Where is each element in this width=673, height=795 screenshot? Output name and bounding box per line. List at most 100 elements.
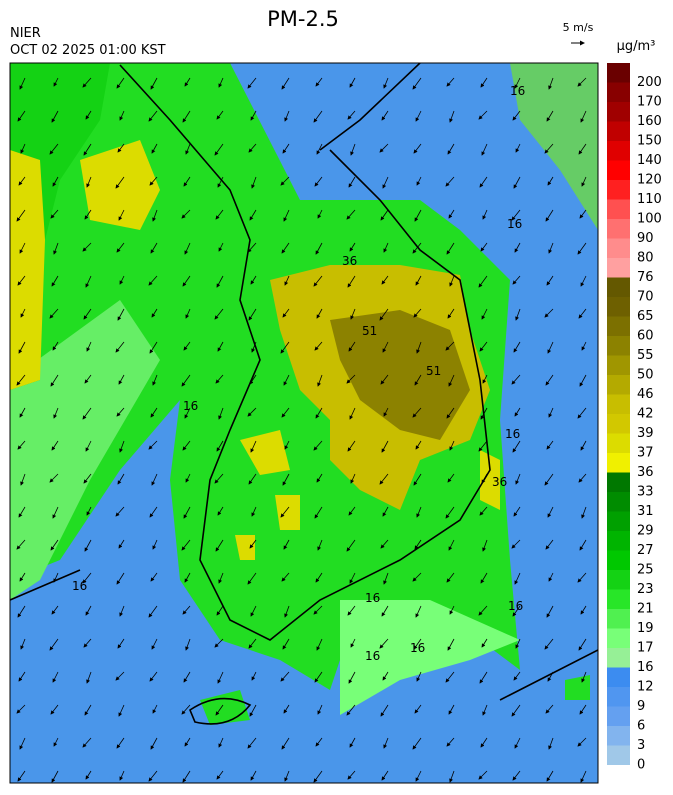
wind-arrow [19, 242, 26, 254]
wind-arrow [86, 671, 92, 684]
colorbar-label: 140 [637, 153, 662, 168]
wind-arrow [181, 704, 191, 715]
wind-arrow [313, 605, 323, 615]
wind-arrow [83, 143, 92, 156]
wind-arrow [348, 506, 356, 516]
colorbar-label: 9 [637, 699, 645, 714]
wind-arrow [86, 341, 92, 352]
wind-arrow [480, 242, 488, 252]
title: PM-2.5 [267, 7, 339, 31]
wind-arrow [215, 209, 224, 220]
colorbar-segment [607, 121, 630, 141]
wind-arrow [20, 143, 26, 154]
field-ne [510, 63, 598, 230]
wind-arrow [50, 539, 59, 551]
wind-arrow [86, 176, 92, 188]
colorbar-label: 21 [637, 602, 654, 617]
wind-arrow [347, 275, 356, 288]
wind-arrow [515, 638, 521, 649]
wind-arrow [16, 209, 26, 222]
wind-arrow [150, 407, 158, 418]
wind-arrow [52, 506, 59, 519]
wind-arrow [20, 308, 26, 318]
wind-arrow [481, 308, 488, 320]
wind-arrow [545, 539, 554, 550]
wind-arrow [280, 176, 290, 186]
wind-arrow [479, 176, 488, 188]
jeju-outline [189, 697, 252, 725]
wind-arrow [115, 671, 125, 681]
wind-arrow [350, 308, 356, 320]
colorbar-segment [607, 277, 630, 297]
wind-arrow [314, 506, 323, 519]
field-south-coast [340, 600, 520, 715]
wind-arrow [546, 605, 554, 618]
wind-arrow [16, 539, 26, 550]
colorbar-segment [607, 316, 630, 336]
wind-arrow [148, 605, 158, 618]
wind-scale-label: 5 m/s [563, 21, 594, 34]
colorbar-segment [607, 706, 630, 726]
wind-arrow [247, 242, 257, 253]
wind-arrow [281, 242, 290, 254]
wind-arrow [581, 341, 587, 351]
wind-arrow [480, 737, 488, 748]
wind-arrow [281, 572, 290, 582]
wind-arrow [414, 539, 422, 550]
colorbar-label: 19 [637, 621, 654, 636]
wind-arrow [547, 506, 554, 518]
wind-arrow [480, 572, 488, 584]
wind-arrow [217, 176, 224, 188]
colorbar-segment [607, 531, 630, 551]
wind-arrow [479, 506, 488, 516]
wind-arrow [218, 77, 224, 88]
wind-arrow [515, 143, 521, 153]
wind-arrow [282, 308, 290, 318]
wind-arrow [449, 605, 455, 615]
wind-arrow [511, 374, 521, 385]
wind-arrow [413, 638, 422, 650]
wind-arrow [115, 341, 125, 353]
wind-arrow [149, 341, 158, 354]
wind-arrow [152, 209, 158, 222]
wind-arrow [412, 77, 422, 90]
contour-label: 16 [365, 649, 380, 663]
colorbar-label: 23 [637, 582, 654, 597]
wind-arrow [248, 308, 257, 321]
wind-arrow [280, 506, 290, 518]
wind-arrow [482, 704, 488, 716]
wind-arrow [250, 605, 257, 617]
wind-arrow [247, 407, 257, 417]
wind-arrow [446, 77, 455, 87]
wind-arrow [548, 242, 554, 254]
wind-arrow [281, 737, 290, 750]
wind-arrow [447, 308, 455, 319]
wind-arrow [383, 737, 389, 749]
wind-arrow [151, 638, 158, 650]
wind-arrow [413, 308, 422, 318]
wind-arrow [581, 176, 587, 187]
wind-arrow [217, 506, 224, 516]
wind-arrow [150, 77, 158, 90]
wind-arrow [513, 176, 521, 189]
contour-label: 16 [505, 427, 520, 441]
wind-arrow [317, 374, 323, 387]
wind-arrow [544, 638, 554, 650]
colorbar-label: 70 [637, 290, 654, 305]
colorbar-segment [607, 726, 630, 746]
wind-arrow [16, 374, 26, 386]
wind-arrow [481, 473, 488, 484]
colorbar-label: 12 [637, 680, 654, 695]
colorbar-segment [607, 492, 630, 512]
wind-arrow [315, 407, 323, 419]
wind-arrow [349, 572, 356, 584]
wind-arrow [313, 275, 323, 287]
wind-arrow [382, 341, 389, 353]
wind-arrow [314, 176, 323, 187]
colorbar-segment [607, 219, 630, 239]
wind-arrow [149, 506, 158, 518]
wind-arrow [247, 77, 257, 89]
wind-arrow [448, 374, 455, 387]
wind-arrow [49, 308, 59, 319]
